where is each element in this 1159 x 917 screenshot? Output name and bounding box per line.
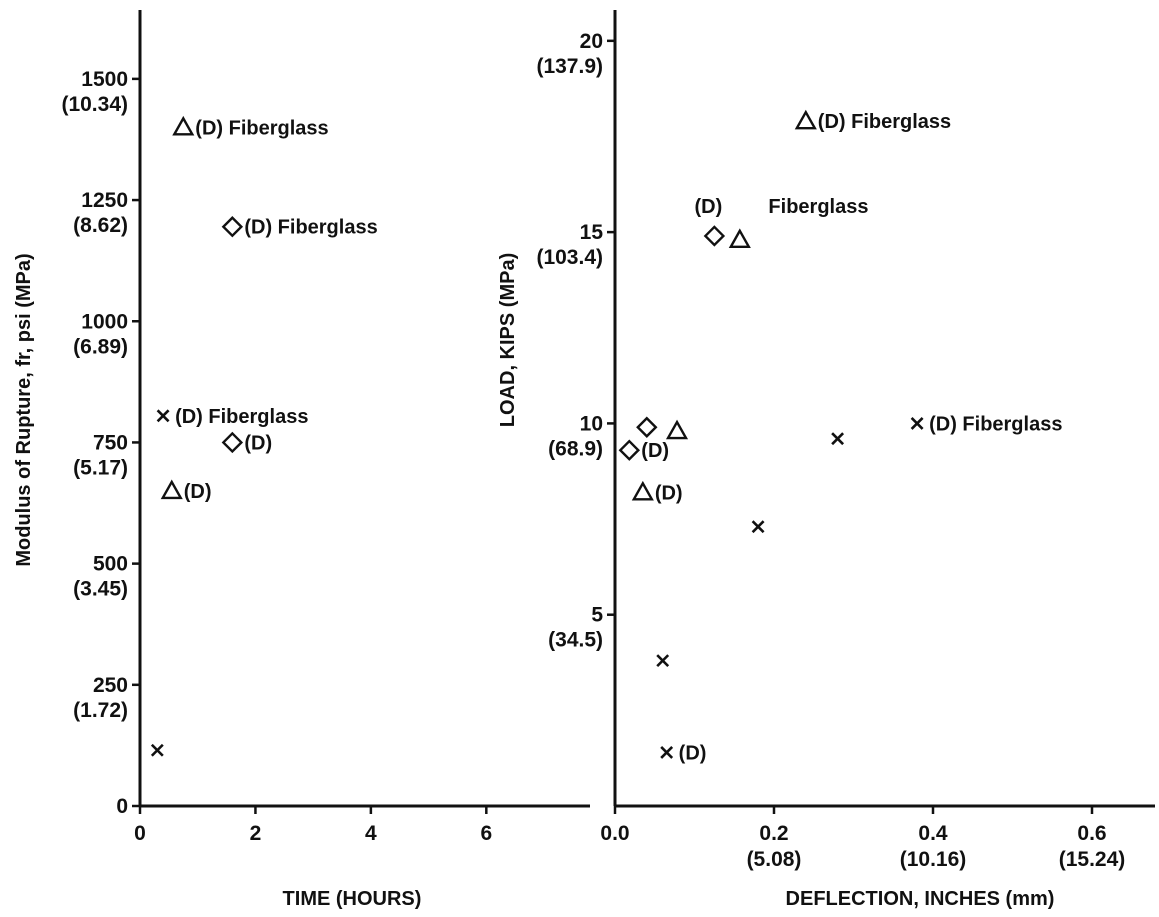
right-annotation: (D) bbox=[695, 196, 723, 218]
left-point-x bbox=[156, 409, 170, 423]
right-point-label: (D) bbox=[679, 742, 707, 764]
right-point-label: (D) Fiberglass bbox=[818, 111, 951, 133]
left-point-label: (D) Fiberglass bbox=[195, 117, 328, 139]
right-point-diamond bbox=[618, 439, 641, 461]
right-point-triangle bbox=[665, 419, 689, 440]
left-y-tick-sublabel: (5.17) bbox=[73, 456, 128, 479]
right-y-axis-title: LOAD, KIPS (MPa) bbox=[497, 253, 519, 427]
right-point-diamond bbox=[703, 225, 726, 247]
right-y-tick-sublabel: (68.9) bbox=[548, 437, 603, 460]
right-annotation: Fiberglass bbox=[768, 196, 868, 218]
right-point-label: (D) bbox=[655, 482, 683, 504]
left-point-x bbox=[150, 743, 164, 757]
right-y-tick-label: 5 bbox=[591, 604, 603, 627]
left-y-tick-sublabel: (10.34) bbox=[61, 93, 128, 116]
right-y-tick-sublabel: (34.5) bbox=[548, 629, 603, 652]
left-point-triangle bbox=[160, 479, 183, 500]
left-x-tick-label: 6 bbox=[480, 822, 492, 845]
left-y-tick-label: 1250 bbox=[81, 189, 128, 212]
left-x-tick-label: 0 bbox=[134, 822, 146, 845]
right-y-tick-sublabel: (137.9) bbox=[536, 55, 603, 78]
right-point-x bbox=[751, 520, 765, 534]
right-point-label: (D) bbox=[641, 440, 669, 462]
right-x-axis-title: DEFLECTION, INCHES (mm) bbox=[786, 888, 1055, 910]
left-point-label: (D) Fiberglass bbox=[175, 406, 308, 428]
right-x-tick-label: 0.0 bbox=[600, 822, 629, 845]
left-chart: TIME (HOURS) Modulus of Rupture, fr, psi… bbox=[13, 10, 590, 910]
left-x-axis-title: TIME (HOURS) bbox=[283, 888, 422, 910]
right-y-tick-label: 15 bbox=[580, 221, 604, 244]
right-y-tick-label: 20 bbox=[580, 30, 603, 53]
left-point-label: (D) bbox=[184, 481, 212, 503]
left-y-tick-label: 0 bbox=[116, 795, 128, 818]
right-x-tick-sublabel: (15.24) bbox=[1059, 848, 1126, 871]
left-point-label: (D) bbox=[244, 432, 272, 454]
right-point-triangle bbox=[728, 228, 751, 248]
left-y-tick-sublabel: (6.89) bbox=[73, 335, 128, 358]
left-x-tick-label: 4 bbox=[365, 822, 377, 845]
right-point-x bbox=[656, 654, 670, 668]
left-point-triangle bbox=[172, 115, 195, 136]
right-point-x bbox=[831, 432, 845, 446]
right-point-diamond bbox=[636, 416, 658, 438]
left-y-tick-sublabel: (1.72) bbox=[73, 699, 128, 722]
left-y-tick-label: 1500 bbox=[81, 68, 128, 91]
right-x-tick-sublabel: (10.16) bbox=[900, 848, 967, 871]
right-point-label: (D) Fiberglass bbox=[929, 413, 1062, 435]
left-y-axis-title: Modulus of Rupture, fr, psi (MPa) bbox=[13, 253, 35, 566]
left-y-tick-label: 500 bbox=[93, 553, 128, 576]
left-x-tick-label: 2 bbox=[250, 822, 262, 845]
left-y-tick-label: 250 bbox=[93, 674, 128, 697]
right-x-tick-label: 0.6 bbox=[1077, 822, 1106, 845]
right-x-tick-sublabel: (5.08) bbox=[747, 848, 802, 871]
right-point-x bbox=[660, 746, 674, 759]
right-chart: DEFLECTION, INCHES (mm) LOAD, KIPS (MPa)… bbox=[497, 10, 1155, 910]
left-y-tick-label: 750 bbox=[93, 431, 128, 454]
right-x-tick-label: 0.4 bbox=[918, 822, 948, 845]
left-y-tick-label: 1000 bbox=[81, 310, 128, 333]
left-y-tick-sublabel: (3.45) bbox=[73, 578, 128, 601]
right-x-tick-label: 0.2 bbox=[759, 822, 788, 845]
right-point-triangle bbox=[794, 109, 817, 130]
right-y-tick-label: 10 bbox=[580, 412, 603, 435]
right-point-triangle bbox=[631, 480, 654, 501]
left-point-diamond bbox=[221, 216, 244, 238]
left-point-label: (D) Fiberglass bbox=[244, 217, 377, 239]
left-y-tick-sublabel: (8.62) bbox=[73, 214, 128, 237]
right-y-tick-sublabel: (103.4) bbox=[536, 246, 603, 269]
left-point-diamond bbox=[221, 431, 244, 454]
right-point-x bbox=[910, 416, 924, 430]
